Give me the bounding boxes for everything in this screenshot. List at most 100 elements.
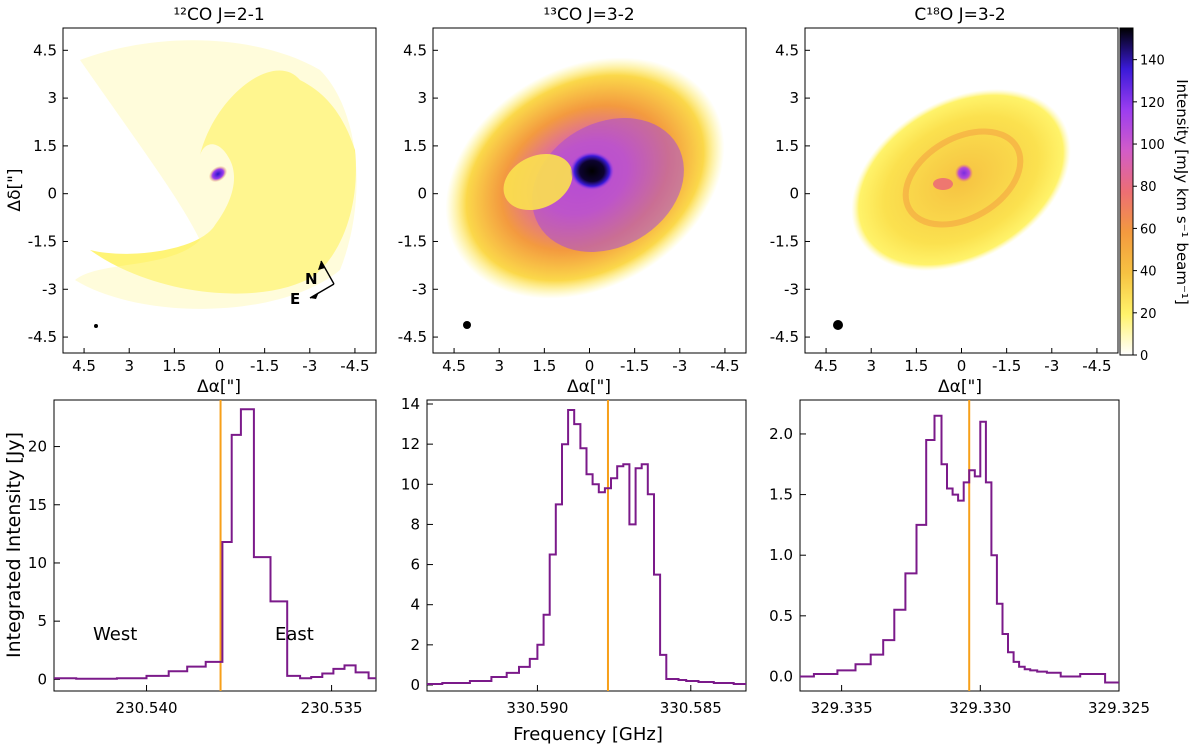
tick-group: 329.335 329.330 329.325 0.0 0.5 1.0 1.5 2.0: [769, 425, 1150, 717]
c18o-map-panel: C¹⁸O J=3-2 4.5 4.5 3 3 1.5 1.5 0 0 -1.5 -1.5 -3 -3 -…: [770, 5, 1119, 397]
y-tick-label: 4.5: [775, 41, 799, 59]
x-tick-label: 0: [215, 357, 225, 375]
x-tick-label: -3: [672, 357, 687, 375]
y-tick-label: 8: [410, 515, 420, 533]
y-tick-label: -3: [412, 280, 427, 298]
beam-marker: [463, 321, 471, 329]
y-tick-label: 0: [789, 185, 799, 203]
y-tick-label: -4.5: [770, 328, 799, 346]
y-tick-label: -4.5: [28, 328, 57, 346]
x-tick-label: -3: [1044, 357, 1059, 375]
y-tick-label: 20: [28, 438, 47, 456]
y-tick-label: -3: [784, 280, 799, 298]
co12-core: [208, 165, 228, 183]
y-tick-label: 6: [410, 556, 420, 574]
y-tick-label: 0.0: [769, 667, 793, 685]
y-tick-label: 1.5: [775, 137, 799, 155]
colorbar-fill: [1119, 27, 1134, 356]
co13-core: [570, 152, 614, 190]
x-axis-label: Δα["]: [197, 377, 241, 397]
x-tick-label: 4.5: [814, 357, 838, 375]
c18o-spectrum-panel: 329.335 329.330 329.325 0.0 0.5 1.0 1.5 2.0: [769, 399, 1150, 717]
y-tick-label: 1.5: [33, 137, 57, 155]
x-axis-label: Frequency [GHz]: [513, 724, 663, 745]
compass-east: E: [290, 290, 300, 308]
y-tick-label: 1.5: [769, 486, 793, 504]
y-tick-label: 5: [37, 612, 47, 630]
y-tick-label: -1.5: [770, 232, 799, 250]
y-tick-label: -1.5: [28, 232, 57, 250]
co13-spectrum-panel: 330.590 330.585 0 2 4 6 8 10 12 14 Frequency [GHz…: [401, 395, 747, 745]
x-tick-label: 4.5: [72, 357, 96, 375]
y-tick-label: 0: [47, 185, 57, 203]
panel-title: ¹³CO J=3-2: [543, 5, 634, 25]
co12-ring-emission: [90, 70, 356, 294]
tick-group: 4.5 4.5 3 3 1.5 1.5 0 0 -1.5 -1.5 -3 -3 -4.5 -4.5: [28, 41, 370, 375]
co13-inner-disk: [532, 118, 684, 252]
x-tick-label: 1.5: [532, 357, 556, 375]
x-tick-label: 0: [957, 357, 967, 375]
co12-spectrum-panel: 230.540 230.535 0 5 10 15 20 West East Integra…: [3, 399, 377, 717]
y-tick-label: 4.5: [403, 41, 427, 59]
x-tick-label: 0: [585, 357, 595, 375]
x-tick-label: 1.5: [162, 357, 186, 375]
y-tick-label: 10: [28, 554, 47, 572]
y-tick-label: -4.5: [398, 328, 427, 346]
x-tick-label: 3: [124, 357, 134, 375]
x-tick-label: -1.5: [250, 357, 279, 375]
axes-frame: [426, 399, 747, 692]
c18o-core: [955, 164, 973, 182]
x-tick-label: -4.5: [1082, 357, 1111, 375]
east-label: East: [275, 624, 314, 645]
x-tick-label: 329.330: [949, 699, 1011, 717]
y-tick-label: 3: [417, 89, 427, 107]
colorbar-ticks: 0 20 40 60 80 100 120 140: [1133, 54, 1165, 364]
y-tick-label: 14: [401, 395, 420, 413]
colorbar-tick-label: 100: [1140, 138, 1165, 153]
y-tick-label: 0: [37, 670, 47, 688]
x-tick-label: 3: [494, 357, 504, 375]
spectrum-line: [800, 414, 1119, 684]
y-tick-label: -1.5: [398, 232, 427, 250]
beam-marker: [94, 324, 98, 328]
y-tick-label: 0: [410, 676, 420, 694]
colorbar-tick-label: 60: [1140, 222, 1157, 237]
tick-group: 230.540 230.535 0 5 10 15 20: [28, 438, 363, 717]
y-tick-label: 2: [410, 636, 420, 654]
c18o-ring: [902, 128, 1024, 228]
tick-group: 330.590 330.585 0 2 4 6 8 10 12 14: [401, 395, 722, 717]
c18o-pink-knot: [933, 178, 953, 190]
x-tick-label: -1.5: [620, 357, 649, 375]
co13-map-panel: ¹³CO J=3-2 4.5 4.5 3 3 1.5 1.5 0 0 -1.5 -1.5 -3 -3 -…: [398, 5, 747, 397]
x-tick-label: 330.585: [660, 699, 722, 717]
beam-marker: [833, 320, 843, 330]
colorbar-label: Intensity [mJy km s⁻¹ beam⁻¹]: [1173, 79, 1191, 305]
y-tick-label: -3: [42, 280, 57, 298]
y-tick-label: 0: [417, 185, 427, 203]
y-axis-label: Integrated Intensity [Jy]: [3, 432, 25, 658]
x-tick-label: -4.5: [710, 357, 739, 375]
panel-title: ¹²CO J=2-1: [173, 5, 264, 25]
y-tick-label: 1.5: [403, 137, 427, 155]
west-label: West: [93, 624, 137, 645]
y-tick-label: 12: [401, 435, 420, 453]
y-tick-label: 3: [789, 89, 799, 107]
x-tick-label: 3: [866, 357, 876, 375]
x-axis-label: Δα["]: [567, 377, 611, 397]
colorbar-tick-label: 80: [1140, 180, 1157, 195]
x-tick-label: 230.535: [301, 699, 363, 717]
compass-north: N: [305, 270, 318, 288]
x-axis-label: Δα["]: [938, 377, 982, 397]
y-tick-label: 0.5: [769, 607, 793, 625]
x-tick-label: 230.540: [116, 699, 178, 717]
spectrum-line: [54, 408, 376, 680]
panel-title: C¹⁸O J=3-2: [914, 5, 1005, 25]
colorbar: 0 20 40 60 80 100 120 140 Intensity [mJy km s⁻¹…: [1119, 27, 1191, 364]
y-tick-label: 1.0: [769, 546, 793, 564]
x-tick-label: -1.5: [992, 357, 1021, 375]
y-tick-label: 10: [401, 475, 420, 493]
axes-frame: [53, 399, 377, 692]
tick-group: 4.5 4.5 3 3 1.5 1.5 0 0 -1.5 -1.5 -3 -3 -4.5 -4.5: [770, 41, 1112, 375]
compass: N E: [290, 260, 335, 308]
